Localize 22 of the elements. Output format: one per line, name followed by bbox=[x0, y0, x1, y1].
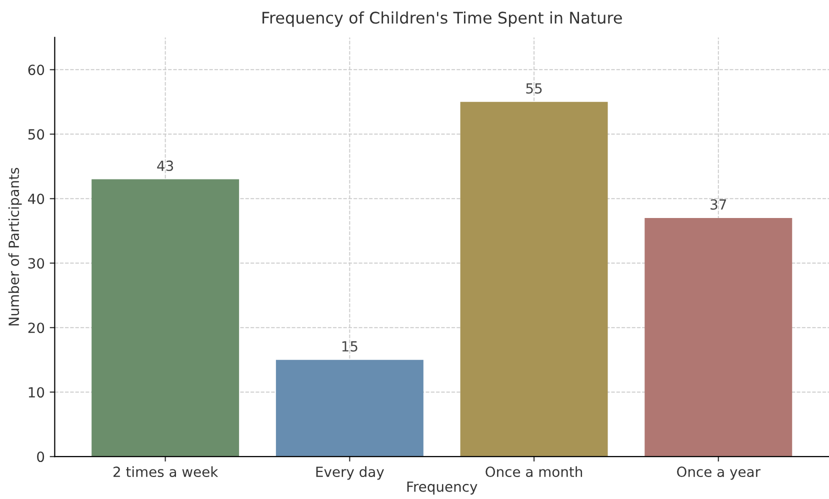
y-tick-label: 20 bbox=[28, 322, 44, 334]
x-axis-title: Frequency bbox=[407, 482, 478, 495]
bar bbox=[644, 218, 792, 457]
data-label: 37 bbox=[710, 199, 726, 210]
x-tick-label: Once a year bbox=[677, 466, 761, 480]
y-tick-label: 60 bbox=[28, 64, 44, 76]
chart-title: Frequency of Children's Time Spent in Nature bbox=[262, 11, 622, 27]
y-tick-label: 0 bbox=[37, 452, 44, 462]
data-label: 55 bbox=[526, 83, 542, 94]
x-tick-label: Once a month bbox=[486, 466, 582, 478]
x-tick-label: 2 times a week bbox=[113, 466, 218, 478]
y-tick-label: 50 bbox=[28, 129, 44, 140]
bar bbox=[92, 179, 240, 457]
y-tick-label: 30 bbox=[28, 258, 44, 269]
x-tick-label: Every day bbox=[316, 466, 384, 480]
bar bbox=[276, 360, 424, 457]
data-label: 43 bbox=[157, 160, 174, 172]
data-label: 15 bbox=[342, 341, 358, 352]
y-axis-title: Number of Participants bbox=[8, 168, 22, 326]
y-tick-label: 10 bbox=[28, 387, 44, 398]
y-tick-label: 40 bbox=[28, 194, 44, 204]
bar bbox=[460, 102, 608, 457]
